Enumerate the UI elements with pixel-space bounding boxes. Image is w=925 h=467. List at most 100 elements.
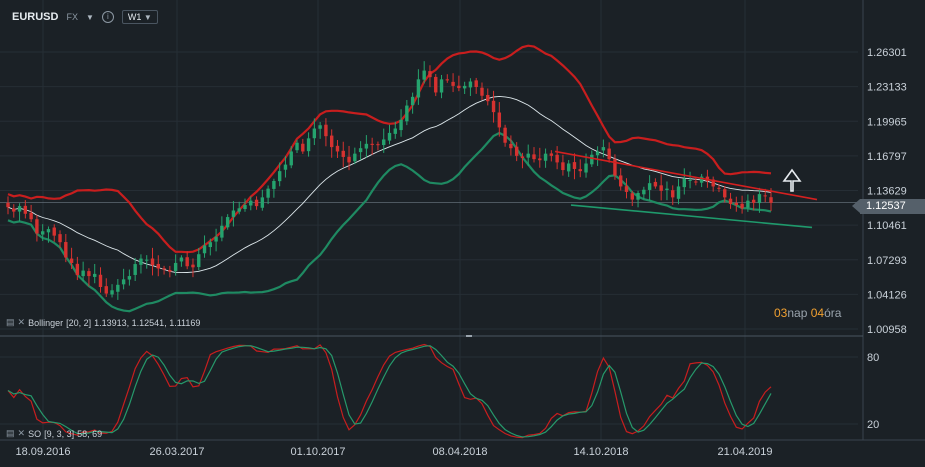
info-icon[interactable]: i bbox=[101, 11, 114, 23]
candle-body bbox=[682, 178, 686, 188]
candle-body bbox=[283, 164, 288, 170]
candle-body bbox=[116, 284, 120, 292]
timeframe-select[interactable]: W1 ▼ bbox=[121, 10, 158, 24]
candle-body bbox=[341, 150, 345, 157]
candle-body bbox=[416, 79, 421, 98]
so-name: SO bbox=[28, 428, 42, 439]
close-icon[interactable]: ✕ bbox=[17, 317, 26, 327]
candle-body bbox=[653, 181, 658, 187]
so-axis: 80 20 bbox=[867, 352, 879, 431]
candle-body bbox=[647, 183, 652, 190]
candle-body bbox=[422, 70, 426, 80]
candle-body bbox=[93, 273, 97, 277]
stochastic-oscillator bbox=[7, 343, 772, 439]
bollinger-legend: ▤ ✕ Bollinger [20, 2] 1.13913, 1.12541, … bbox=[6, 317, 200, 328]
chart-grid bbox=[0, 0, 925, 441]
candle-body bbox=[272, 180, 276, 189]
candle-body bbox=[451, 81, 455, 86]
candle-body bbox=[104, 286, 108, 294]
candle-body bbox=[358, 148, 363, 153]
candle-body bbox=[81, 270, 85, 277]
candle-body bbox=[503, 127, 507, 143]
time-tick-label: 01.10.2017 bbox=[290, 446, 345, 458]
so-legend: ▤ ✕ SO [9, 3, 3] 58, 69 bbox=[6, 428, 102, 439]
candle-body bbox=[23, 205, 28, 214]
resistance-trendline bbox=[554, 150, 818, 201]
candle-body bbox=[127, 276, 132, 280]
candle-body bbox=[197, 254, 201, 268]
candle-body bbox=[179, 257, 184, 262]
indicator-settings-icon[interactable]: ▤ bbox=[6, 428, 15, 438]
candle-body bbox=[595, 151, 600, 156]
candle-body bbox=[266, 188, 270, 198]
candle-body bbox=[405, 105, 409, 122]
price-tick-label: 1.26301 bbox=[867, 47, 907, 59]
indicator-settings-icon[interactable]: ▤ bbox=[6, 317, 15, 327]
candle-body bbox=[699, 176, 704, 183]
timer-hours-unit: óra bbox=[824, 306, 842, 320]
support-trendline bbox=[570, 204, 813, 229]
candle-body bbox=[364, 143, 369, 149]
price-tick-label: 1.10461 bbox=[867, 220, 907, 232]
symbol-label[interactable]: EURUSD bbox=[12, 11, 59, 23]
timeframe-value: W1 bbox=[127, 12, 142, 22]
so-params: [9, 3, 3] bbox=[44, 428, 75, 439]
candle-body bbox=[572, 162, 577, 169]
candle-body bbox=[462, 85, 467, 89]
candle-body bbox=[260, 197, 265, 208]
candle-body bbox=[590, 154, 594, 165]
candle-body bbox=[630, 193, 634, 200]
candle-body bbox=[601, 147, 606, 151]
chart-header: EURUSD FX ▼ i W1 ▼ bbox=[12, 10, 158, 24]
candle-body bbox=[393, 128, 397, 134]
candle-body bbox=[613, 159, 617, 176]
candle-body bbox=[40, 231, 45, 235]
chevron-down-icon[interactable]: ▼ bbox=[85, 12, 94, 22]
bollinger-lower-band bbox=[7, 131, 772, 313]
candle-body bbox=[486, 94, 490, 102]
time-tick-label: 14.10.2018 bbox=[573, 446, 628, 458]
candle-body bbox=[434, 76, 438, 93]
candle-body bbox=[220, 225, 224, 238]
candle-body bbox=[318, 125, 322, 129]
price-tick-label: 1.13629 bbox=[867, 186, 907, 198]
so-values: 58, 69 bbox=[77, 428, 103, 439]
candle-body bbox=[324, 124, 328, 137]
candle-body bbox=[208, 242, 213, 248]
candle-body bbox=[769, 197, 773, 203]
candle-body bbox=[694, 181, 698, 183]
candle-body bbox=[584, 163, 588, 173]
time-tick-label: 26.03.2017 bbox=[149, 446, 204, 458]
price-tick-label: 1.07293 bbox=[867, 255, 907, 267]
candle-body bbox=[150, 258, 155, 266]
candle-body bbox=[619, 175, 623, 187]
candle-body bbox=[202, 245, 207, 254]
candle-body bbox=[607, 148, 611, 160]
trendlines bbox=[554, 150, 818, 229]
candle-body bbox=[58, 234, 62, 243]
time-tick-label: 18.09.2016 bbox=[15, 446, 70, 458]
candle-body bbox=[353, 153, 357, 162]
candle-body bbox=[17, 206, 22, 212]
candle-body bbox=[428, 71, 432, 78]
time-axis: 18.09.2016 26.03.2017 01.10.2017 08.04.2018… bbox=[15, 446, 772, 458]
close-icon[interactable]: ✕ bbox=[17, 428, 26, 438]
candle-body bbox=[723, 189, 727, 198]
price-axis: 1.26301 1.23133 1.19965 1.16797 1.13629 1.104… bbox=[867, 47, 907, 336]
chevron-down-icon: ▼ bbox=[143, 13, 152, 22]
arrow-up-icon bbox=[782, 168, 802, 192]
current-price-tag: 1.12537 bbox=[852, 199, 925, 214]
candle-body bbox=[237, 208, 241, 212]
price-tick-label: 1.16797 bbox=[867, 151, 907, 163]
candle-body bbox=[549, 153, 554, 156]
candle-body bbox=[301, 143, 305, 152]
candle-body bbox=[110, 290, 114, 295]
candle-body bbox=[382, 139, 386, 146]
candle-body bbox=[468, 81, 473, 88]
candle-body bbox=[543, 153, 548, 161]
candle-body bbox=[659, 185, 663, 191]
candle-body bbox=[636, 193, 640, 200]
candle-body bbox=[740, 203, 744, 209]
so-tick-label: 80 bbox=[867, 352, 879, 364]
